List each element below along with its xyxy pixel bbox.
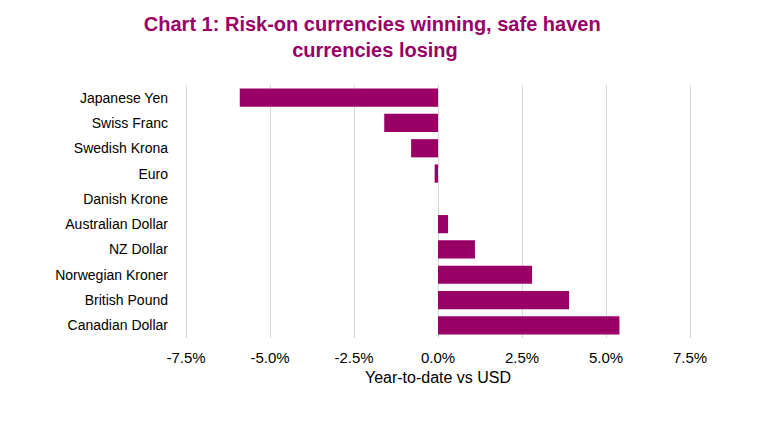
svg-text:currencies losing: currencies losing <box>292 39 458 61</box>
svg-text:Chart 1: Risk-on currencies wi: Chart 1: Risk-on currencies winning, saf… <box>144 13 606 35</box>
svg-text:0.0%: 0.0% <box>421 349 455 366</box>
svg-text:-7.5%: -7.5% <box>166 349 205 366</box>
svg-text:Norwegian Kroner: Norwegian Kroner <box>55 267 168 283</box>
svg-text:Australian Dollar: Australian Dollar <box>65 216 168 232</box>
svg-text:Year-to-date vs USD: Year-to-date vs USD <box>365 369 511 386</box>
svg-text:-5.0%: -5.0% <box>250 349 289 366</box>
svg-text:Swedish Krona: Swedish Krona <box>74 140 168 156</box>
svg-text:Swiss Franc: Swiss Franc <box>92 115 168 131</box>
svg-text:Canadian Dollar: Canadian Dollar <box>68 317 169 333</box>
svg-text:5.0%: 5.0% <box>589 349 623 366</box>
svg-text:2.5%: 2.5% <box>505 349 539 366</box>
svg-text:Euro: Euro <box>138 166 168 182</box>
svg-text:British Pound: British Pound <box>85 292 168 308</box>
svg-text:Japanese Yen: Japanese Yen <box>80 90 168 106</box>
svg-text:-2.5%: -2.5% <box>334 349 373 366</box>
svg-text:NZ Dollar: NZ Dollar <box>109 241 168 257</box>
svg-text:Danish Krone: Danish Krone <box>83 191 168 207</box>
svg-text:7.5%: 7.5% <box>673 349 707 366</box>
